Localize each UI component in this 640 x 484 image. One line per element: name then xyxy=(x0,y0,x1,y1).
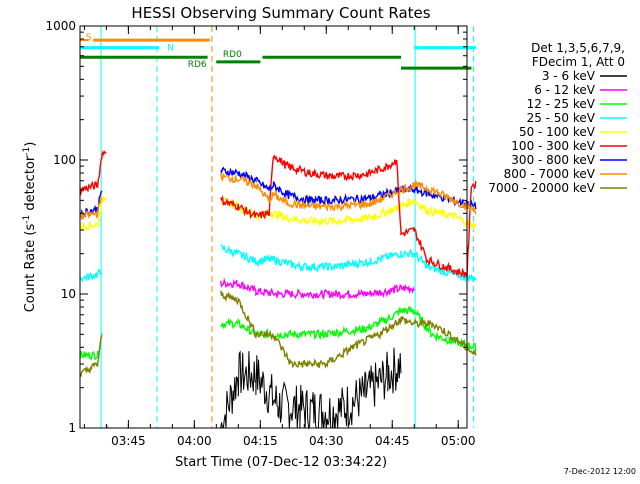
y-tick-label-2: 100 xyxy=(53,153,76,167)
series-0-line-0 xyxy=(220,347,402,430)
legend-label-6: 300 - 800 keV xyxy=(511,153,595,167)
legend-label-0: 3 - 6 keV xyxy=(542,69,596,83)
flag-label-1: N xyxy=(167,44,174,54)
legend-header-line1: Det 1,3,5,6,7,9, xyxy=(531,41,625,55)
x-axis-label: Start Time (07-Dec-12 03:34:22) xyxy=(175,455,387,470)
series-6-line-1 xyxy=(220,166,477,210)
series-5-line-0 xyxy=(79,150,107,196)
plot-frame xyxy=(79,25,468,429)
x-tick-label-1: 04:00 xyxy=(177,434,212,448)
series-3-line-1 xyxy=(220,244,477,283)
y-label-part3: ) xyxy=(23,142,38,147)
x-tick-label-2: 04:15 xyxy=(243,434,278,448)
y-tick-label-1: 10 xyxy=(61,287,76,301)
legend-label-4: 50 - 100 keV xyxy=(519,125,596,139)
plot-area: S N RD6 RD0 xyxy=(79,26,477,430)
legend-label-7: 800 - 7000 keV xyxy=(504,167,596,181)
legend-label-8: 7000 - 20000 keV xyxy=(488,181,595,195)
series-2-line-0 xyxy=(79,333,103,361)
x-tick-label-3: 04:30 xyxy=(309,434,344,448)
y-tick-label-0: 1 xyxy=(68,421,76,435)
legend: Det 1,3,5,6,7,9, FDecim 1, Att 0 3 - 6 k… xyxy=(488,41,627,195)
timestamp: 7-Dec-2012 12:00 xyxy=(564,467,636,476)
series-8-line-1 xyxy=(220,290,477,369)
x-tick-label-0: 03:45 xyxy=(111,434,146,448)
series-2-line-1 xyxy=(220,305,477,352)
legend-label-3: 25 - 50 keV xyxy=(527,111,596,125)
series-7-line-0 xyxy=(79,196,103,221)
flag-label-0: S xyxy=(86,33,92,43)
flag-label-3: RD0 xyxy=(223,50,242,60)
series-4-line-0 xyxy=(79,195,108,232)
y-label-part1: Count Rate (s xyxy=(23,224,38,313)
y-label-sup1: -1 xyxy=(22,215,32,224)
chart-title: HESSI Observing Summary Count Rates xyxy=(131,4,430,22)
legend-label-5: 100 - 300 keV xyxy=(511,139,595,153)
x-tick-label-4: 04:45 xyxy=(375,434,410,448)
legend-label-1: 6 - 12 keV xyxy=(534,83,596,97)
series-8-line-0 xyxy=(79,335,103,378)
axes: 1 10 100 1000 03:45 04:00 04:15 04:30 04:45 05:00 xyxy=(45,19,475,448)
series-3-line-0 xyxy=(79,268,103,283)
legend-label-2: 12 - 25 keV xyxy=(527,97,596,111)
series-7-line-1 xyxy=(220,173,477,215)
series-5-line-1 xyxy=(220,154,477,279)
series-1-line-1 xyxy=(220,277,415,301)
y-label-sup2: -1 xyxy=(22,147,32,156)
y-label-part2: detector xyxy=(23,155,38,215)
flag-label-2: RD6 xyxy=(188,60,207,70)
y-axis-label: Count Rate (s-1 detector-1) xyxy=(22,142,38,313)
legend-header-line2: FDecim 1, Att 0 xyxy=(532,55,625,69)
y-tick-label-3: 1000 xyxy=(45,19,76,33)
x-tick-label-5: 05:00 xyxy=(441,434,476,448)
